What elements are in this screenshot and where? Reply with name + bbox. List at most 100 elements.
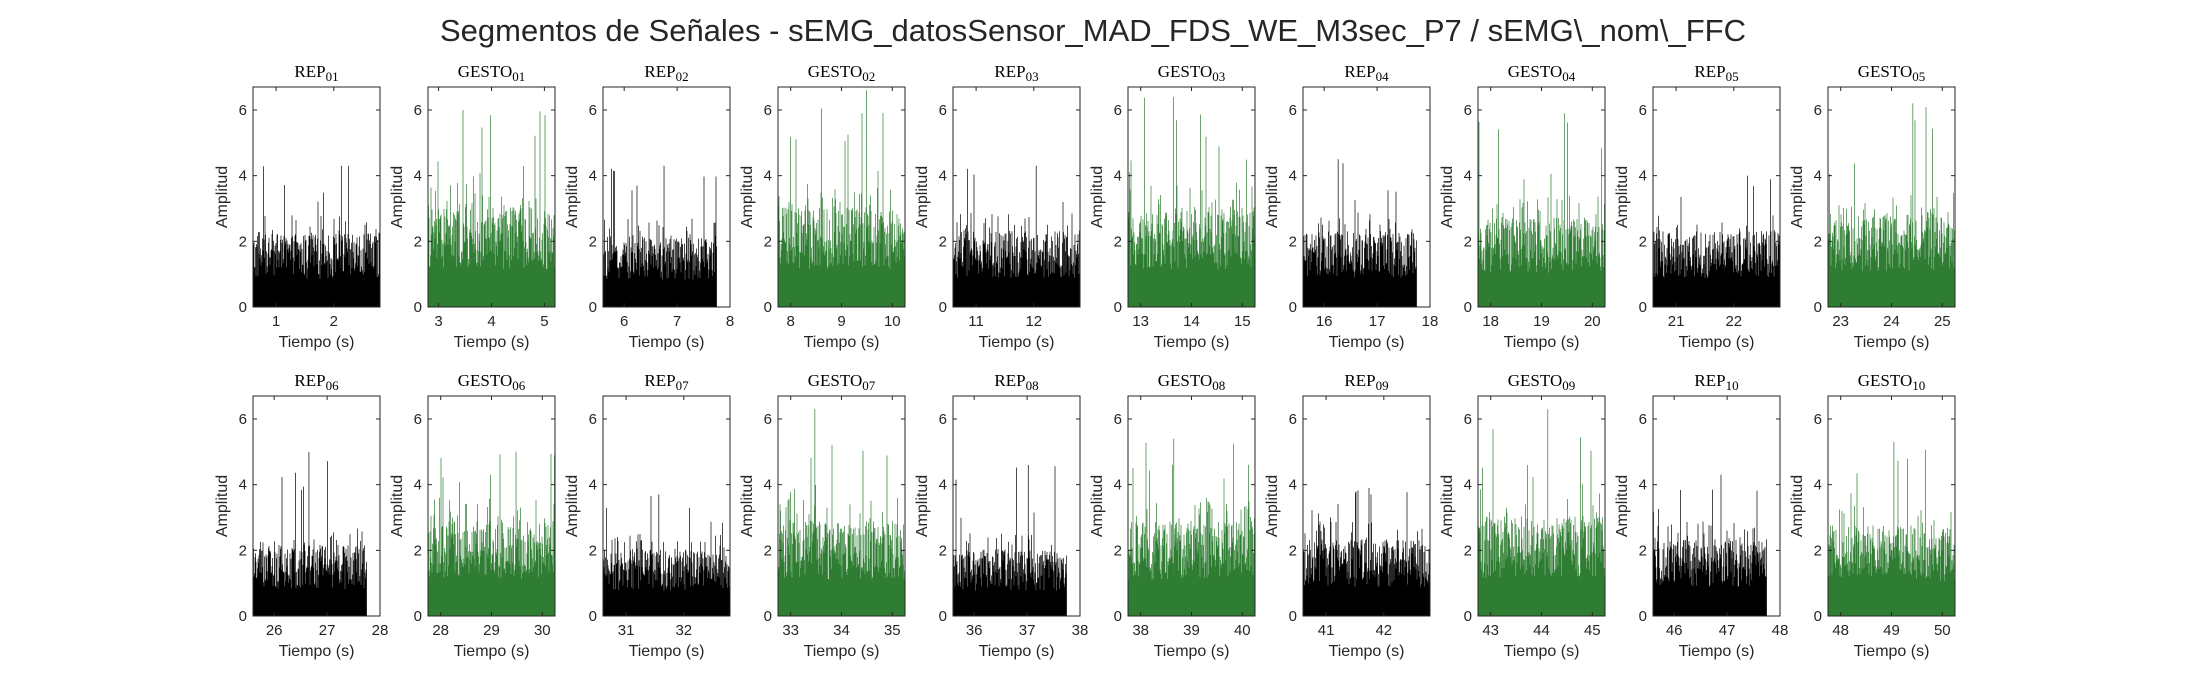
x-axis-label: Tiempo (s) xyxy=(1504,334,1580,351)
figure-title: Segmentos de Señales - sEMG_datosSensor_… xyxy=(440,13,1746,48)
y-tick-label: 4 xyxy=(414,168,422,185)
y-tick-label: 2 xyxy=(939,233,947,250)
y-tick-label: 0 xyxy=(1114,608,1122,625)
x-tick-label: 3 xyxy=(434,313,442,330)
y-tick-label: 0 xyxy=(239,299,247,316)
x-tick-label: 38 xyxy=(1132,622,1149,639)
y-tick-label: 2 xyxy=(239,542,247,559)
subplot-title: REP04 xyxy=(1344,62,1389,84)
subplot-rep-08: 0 2 4 6 36 37 38 Tiempo (s) Amplitud REP08 xyxy=(914,371,1088,660)
subplot-rep-03: 0 2 4 6 11 12 Tiempo (s) Amplitud REP03 xyxy=(914,62,1081,351)
y-tick-label: 6 xyxy=(1464,102,1472,119)
x-tick-label: 13 xyxy=(1132,313,1149,330)
y-tick-label: 0 xyxy=(414,299,422,316)
x-axis-label: Tiempo (s) xyxy=(979,643,1055,660)
y-tick-label: 0 xyxy=(1289,299,1297,316)
x-tick-label: 48 xyxy=(1772,622,1789,639)
y-tick-label: 6 xyxy=(1639,411,1647,428)
x-tick-label: 35 xyxy=(884,622,901,639)
y-tick-label: 2 xyxy=(939,542,947,559)
x-tick-label: 1 xyxy=(272,313,280,330)
y-tick-label: 2 xyxy=(1464,233,1472,250)
y-tick-label: 6 xyxy=(589,102,597,119)
y-tick-label: 0 xyxy=(939,608,947,625)
y-tick-label: 4 xyxy=(1114,477,1122,494)
x-tick-label: 7 xyxy=(673,313,681,330)
y-tick-label: 0 xyxy=(589,608,597,625)
y-tick-label: 0 xyxy=(764,299,772,316)
x-tick-label: 26 xyxy=(266,622,283,639)
y-tick-label: 4 xyxy=(939,168,947,185)
y-tick-label: 0 xyxy=(1639,608,1647,625)
y-axis-label: Amplitud xyxy=(914,475,931,537)
x-tick-label: 45 xyxy=(1584,622,1601,639)
y-tick-label: 6 xyxy=(414,411,422,428)
y-axis-label: Amplitud xyxy=(739,166,756,228)
subplot-title: REP08 xyxy=(994,371,1038,393)
y-tick-label: 4 xyxy=(414,477,422,494)
x-tick-label: 20 xyxy=(1584,313,1601,330)
subplot-title: REP02 xyxy=(644,62,688,84)
x-axis-label: Tiempo (s) xyxy=(1679,643,1755,660)
x-axis-label: Tiempo (s) xyxy=(1854,334,1930,351)
axes-box xyxy=(252,86,381,308)
x-tick-label: 22 xyxy=(1725,313,1742,330)
x-axis-label: Tiempo (s) xyxy=(454,643,530,660)
x-tick-label: 10 xyxy=(884,313,901,330)
y-tick-label: 6 xyxy=(239,102,247,119)
subplot-title: REP09 xyxy=(1344,371,1388,393)
y-tick-label: 0 xyxy=(1464,299,1472,316)
axes-box xyxy=(952,395,1081,617)
y-tick-label: 2 xyxy=(764,542,772,559)
y-tick-label: 2 xyxy=(764,233,772,250)
x-tick-label: 41 xyxy=(1318,622,1335,639)
y-tick-label: 2 xyxy=(1464,542,1472,559)
y-axis-label: Amplitud xyxy=(739,475,756,537)
axes-box xyxy=(1652,86,1781,308)
y-axis-label: Amplitud xyxy=(914,166,931,228)
subplot-title: REP03 xyxy=(994,62,1038,84)
y-axis-label: Amplitud xyxy=(1614,166,1631,228)
x-axis-label: Tiempo (s) xyxy=(1504,643,1580,660)
y-tick-label: 6 xyxy=(589,411,597,428)
subplot-rep-04: 0 2 4 6 16 17 18 Tiempo (s) Amplitud REP04 xyxy=(1264,62,1438,351)
x-tick-label: 5 xyxy=(540,313,548,330)
y-tick-label: 2 xyxy=(414,542,422,559)
y-axis-label: Amplitud xyxy=(564,166,581,228)
y-tick-label: 2 xyxy=(1114,542,1122,559)
y-tick-label: 2 xyxy=(414,233,422,250)
x-tick-label: 29 xyxy=(483,622,500,639)
subplot-title: GESTO06 xyxy=(458,371,526,393)
y-axis-label: Amplitud xyxy=(389,166,406,228)
x-tick-label: 18 xyxy=(1482,313,1499,330)
x-tick-label: 23 xyxy=(1832,313,1849,330)
y-axis-label: Amplitud xyxy=(1089,166,1106,228)
y-tick-label: 2 xyxy=(1639,233,1647,250)
axes-box xyxy=(952,86,1081,308)
y-tick-label: 2 xyxy=(589,233,597,250)
y-tick-label: 0 xyxy=(1814,608,1822,625)
subplot-rep-05: 0 2 4 6 21 22 Tiempo (s) Amplitud REP05 xyxy=(1614,62,1781,351)
y-tick-label: 2 xyxy=(1289,233,1297,250)
x-tick-label: 17 xyxy=(1369,313,1386,330)
y-tick-label: 4 xyxy=(589,477,597,494)
subplot-title: REP01 xyxy=(294,62,338,84)
subplot-gesto-01: 0 2 4 6 3 4 5 Tiempo (s) Amplitud GESTO01 xyxy=(389,62,556,351)
x-tick-label: 21 xyxy=(1668,313,1685,330)
x-tick-label: 8 xyxy=(787,313,795,330)
axes-box xyxy=(1302,86,1431,308)
x-tick-label: 19 xyxy=(1533,313,1550,330)
x-tick-label: 48 xyxy=(1832,622,1849,639)
y-tick-label: 2 xyxy=(1114,233,1122,250)
x-tick-label: 25 xyxy=(1934,313,1951,330)
y-tick-label: 0 xyxy=(939,299,947,316)
x-tick-label: 12 xyxy=(1025,313,1042,330)
x-axis-label: Tiempo (s) xyxy=(1679,334,1755,351)
y-axis-label: Amplitud xyxy=(214,166,231,228)
y-tick-label: 4 xyxy=(939,477,947,494)
x-tick-label: 18 xyxy=(1422,313,1439,330)
